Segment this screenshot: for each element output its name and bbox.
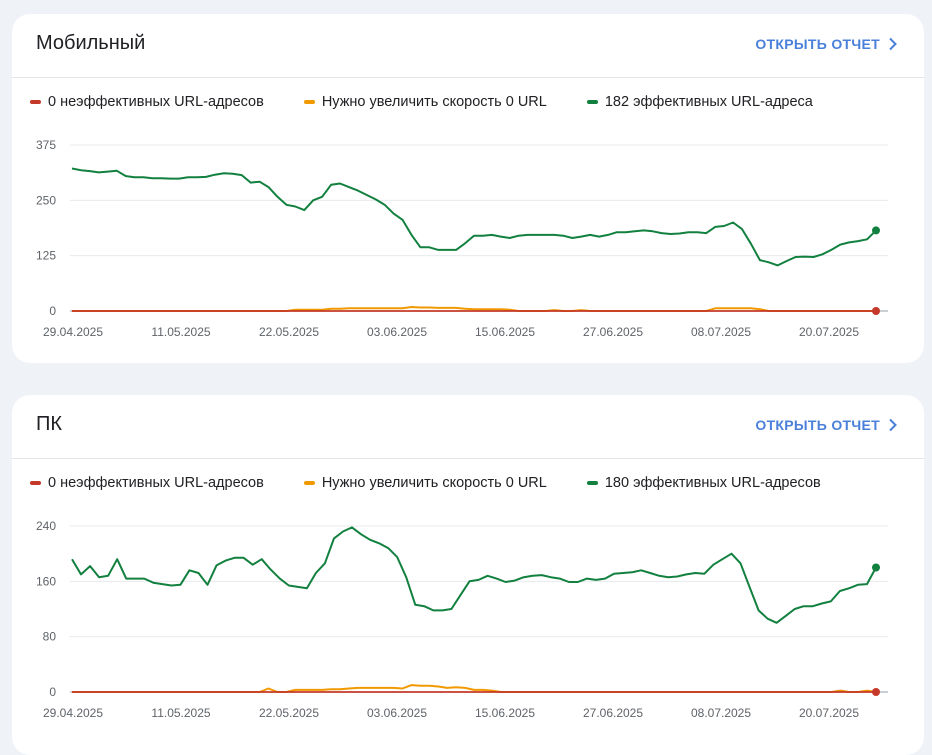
open-report-label: ОТКРЫТЬ ОТЧЕТ (755, 417, 880, 433)
legend-swatch-orange (303, 481, 315, 485)
x-tick-label: 03.06.2025 (367, 706, 427, 720)
desktop-line-chart: 0 80 160 240 29.04.2025 11.05.2025 22.05.2025 0… (36, 519, 888, 720)
legend-label: 0 неэффективных URL-адресов (48, 475, 264, 491)
legend-swatch-red (30, 481, 41, 485)
legend-label: Нужно увеличить скорость 0 URL (321, 475, 547, 491)
x-tick-label: 03.06.2025 (367, 325, 427, 339)
legend-item-needs-improvement[interactable]: Нужно увеличить скорость 0 URL (303, 475, 547, 491)
series-line-orange (72, 684, 877, 693)
x-tick-label: 15.06.2025 (475, 706, 535, 720)
series-end-marker-red (872, 688, 880, 696)
legend-label: 0 неэффективных URL-адресов (48, 94, 264, 110)
card-header: Мобильный ОТКРЫТЬ ОТЧЕТ (12, 14, 924, 78)
legend-swatch-green (586, 100, 598, 104)
x-tick-label: 20.07.2025 (799, 706, 859, 720)
legend-item-needs-improvement[interactable]: Нужно увеличить скорость 0 URL (303, 94, 547, 110)
card-title: ПК (36, 413, 63, 435)
series-line-green (71, 526, 877, 624)
x-tick-label: 20.07.2025 (799, 325, 859, 339)
y-tick-label: 375 (36, 138, 56, 152)
y-tick-label: 160 (36, 574, 56, 588)
legend-swatch-green (586, 481, 598, 485)
chevron-right-icon (889, 37, 897, 51)
card-header: ПК ОТКРЫТЬ ОТЧЕТ (12, 395, 924, 459)
legend-item-poor[interactable]: 0 неэффективных URL-адресов (30, 475, 264, 491)
y-tick-label: 80 (43, 630, 57, 644)
y-tick-label: 0 (49, 685, 56, 699)
x-tick-label: 22.05.2025 (259, 706, 319, 720)
x-tick-label: 11.05.2025 (151, 325, 210, 339)
series-end-marker-green (872, 563, 880, 572)
mobile-card: Мобильный ОТКРЫТЬ ОТЧЕТ 0 неэффективных … (12, 14, 924, 363)
series-end-marker-green (872, 226, 880, 235)
chart-legend: 0 неэффективных URL-адресов Нужно увелич… (30, 475, 861, 491)
y-tick-label: 125 (36, 249, 56, 263)
open-report-link[interactable]: ОТКРЫТЬ ОТЧЕТ (755, 417, 898, 433)
open-report-link[interactable]: ОТКРЫТЬ ОТЧЕТ (755, 36, 898, 52)
mobile-line-chart: 0 125 250 375 29.04.2025 11.05.2025 22.05.2025… (36, 138, 888, 339)
legend-label: 180 эффективных URL-адресов (604, 475, 821, 491)
legend-label: Нужно увеличить скорость 0 URL (321, 94, 547, 110)
x-tick-label: 27.06.2025 (583, 325, 643, 339)
series-end-marker-red (872, 307, 880, 315)
y-tick-label: 0 (49, 304, 56, 318)
card-title: Мобильный (36, 32, 146, 54)
legend-swatch-orange (303, 100, 315, 104)
desktop-card: ПК ОТКРЫТЬ ОТЧЕТ 0 неэффективных URL-адр… (12, 395, 924, 755)
x-tick-label: 29.04.2025 (43, 325, 103, 339)
legend-swatch-red (30, 100, 41, 104)
y-tick-label: 240 (36, 519, 56, 533)
x-tick-label: 27.06.2025 (583, 706, 643, 720)
y-tick-label: 250 (36, 193, 56, 207)
legend-item-good[interactable]: 180 эффективных URL-адресов (586, 475, 821, 491)
x-tick-label: 08.07.2025 (691, 325, 751, 339)
x-tick-label: 08.07.2025 (691, 706, 751, 720)
chart-legend: 0 неэффективных URL-адресов Нужно увелич… (30, 94, 853, 110)
x-tick-label: 15.06.2025 (475, 325, 535, 339)
x-tick-label: 22.05.2025 (259, 325, 319, 339)
open-report-label: ОТКРЫТЬ ОТЧЕТ (755, 36, 880, 52)
legend-item-poor[interactable]: 0 неэффективных URL-адресов (30, 94, 264, 110)
series-line-green (71, 167, 877, 267)
x-tick-label: 29.04.2025 (43, 706, 103, 720)
x-tick-label: 11.05.2025 (151, 706, 210, 720)
legend-label: 182 эффективных URL-адреса (604, 94, 813, 110)
legend-item-good[interactable]: 182 эффективных URL-адреса (586, 94, 813, 110)
chevron-right-icon (889, 418, 897, 432)
